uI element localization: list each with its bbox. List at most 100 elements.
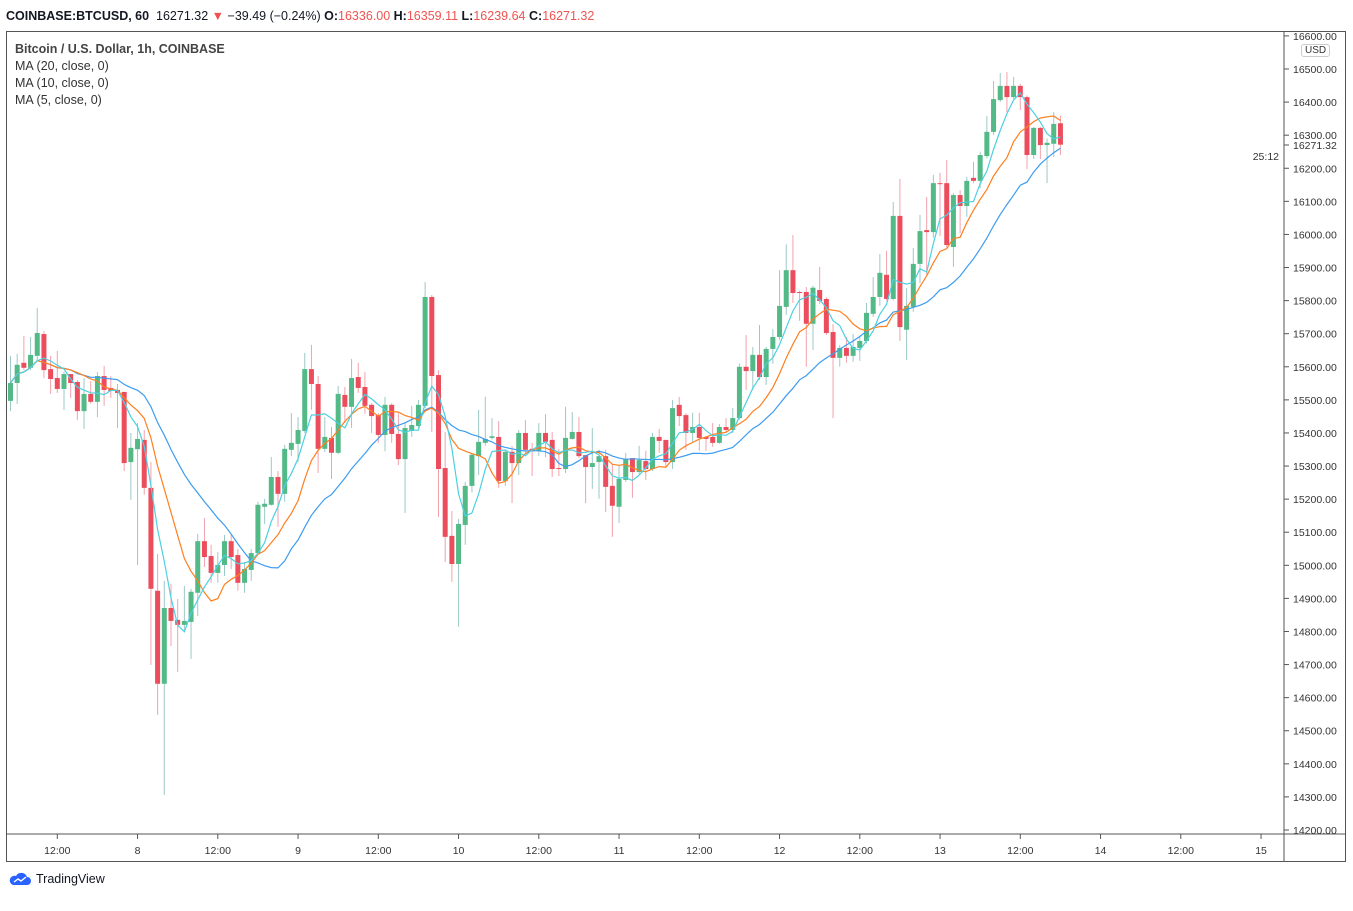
candle[interactable] [596, 449, 602, 499]
candle[interactable] [957, 190, 963, 234]
candle[interactable] [449, 511, 455, 582]
candle[interactable] [736, 363, 742, 420]
candle[interactable] [74, 380, 80, 421]
candle[interactable] [1024, 95, 1030, 169]
candle[interactable] [649, 432, 655, 472]
candle[interactable] [148, 462, 154, 665]
candle[interactable] [917, 214, 923, 284]
candle[interactable] [342, 386, 348, 424]
candle[interactable] [135, 423, 141, 565]
candle[interactable] [21, 336, 27, 371]
candle[interactable] [830, 324, 836, 419]
candle[interactable] [756, 325, 762, 381]
candle[interactable] [469, 452, 475, 493]
candle[interactable] [997, 72, 1003, 103]
candle[interactable] [328, 427, 334, 479]
candle[interactable] [369, 403, 375, 433]
candle[interactable] [235, 549, 241, 591]
candle[interactable] [168, 583, 174, 647]
candle[interactable] [656, 428, 662, 453]
candle[interactable] [636, 445, 642, 474]
candle[interactable] [542, 414, 548, 458]
candle[interactable] [616, 465, 622, 523]
candle[interactable] [703, 436, 709, 451]
symbol-name[interactable]: COINBASE:BTCUSD, 60 [6, 9, 150, 23]
candle[interactable] [175, 599, 181, 672]
ma5-legend[interactable]: MA (5, close, 0) [15, 93, 102, 107]
candle[interactable] [563, 406, 569, 473]
candle[interactable] [529, 442, 535, 476]
candle[interactable] [315, 376, 321, 473]
candle[interactable] [984, 115, 990, 159]
candle[interactable] [34, 307, 40, 361]
candle[interactable] [1044, 138, 1050, 184]
candle[interactable] [228, 534, 234, 569]
candle[interactable] [1017, 83, 1023, 111]
candle[interactable] [422, 282, 428, 409]
candle[interactable] [1004, 71, 1010, 113]
candle[interactable] [322, 417, 328, 453]
candle[interactable] [1031, 126, 1037, 159]
candle[interactable] [496, 421, 502, 488]
candle[interactable] [81, 378, 87, 429]
candle[interactable] [690, 412, 696, 442]
candle[interactable] [763, 346, 769, 385]
candle[interactable] [603, 449, 609, 513]
candle[interactable] [409, 405, 415, 437]
candle[interactable] [797, 290, 803, 321]
candle[interactable] [890, 202, 896, 301]
candle[interactable] [215, 552, 221, 583]
candle[interactable] [522, 420, 528, 453]
candle[interactable] [783, 244, 789, 315]
candle[interactable] [155, 554, 161, 715]
candle[interactable] [54, 350, 60, 393]
candle[interactable] [94, 372, 100, 418]
candle[interactable] [302, 352, 308, 433]
candle[interactable] [295, 417, 301, 463]
candle[interactable] [255, 501, 261, 555]
candle[interactable] [970, 161, 976, 184]
candle[interactable] [629, 458, 635, 498]
candle[interactable] [402, 423, 408, 514]
candle[interactable] [389, 403, 395, 443]
candle[interactable] [569, 412, 575, 440]
candle[interactable] [944, 159, 950, 248]
candle[interactable] [877, 253, 883, 306]
candle[interactable] [242, 561, 248, 593]
tradingview-footer[interactable]: TradingView [8, 872, 105, 886]
candle[interactable] [897, 178, 903, 341]
candle[interactable] [843, 337, 849, 363]
candle[interactable] [181, 585, 187, 632]
candle[interactable] [68, 374, 74, 398]
candle[interactable] [576, 417, 582, 459]
candle[interactable] [201, 517, 207, 567]
time-axis[interactable]: 12:00 8 12:00 9 12:00 10 12:00 11 12:00 12 12:00 13… [44, 834, 1267, 857]
candle[interactable] [670, 399, 676, 470]
candle[interactable] [41, 331, 47, 379]
candle[interactable] [415, 399, 421, 428]
candle[interactable] [28, 337, 34, 371]
candle[interactable] [268, 457, 274, 506]
candle[interactable] [128, 432, 134, 500]
candle[interactable] [121, 391, 127, 472]
candle[interactable] [589, 427, 595, 489]
candle[interactable] [910, 248, 916, 312]
candle[interactable] [750, 346, 756, 390]
candle[interactable] [14, 353, 20, 404]
candle[interactable] [288, 413, 294, 457]
candle[interactable] [556, 448, 562, 476]
candle[interactable] [583, 455, 589, 504]
candle[interactable] [991, 80, 997, 136]
candle[interactable] [141, 429, 147, 495]
candle[interactable] [696, 412, 702, 451]
candle[interactable] [743, 335, 749, 390]
candle[interactable] [282, 444, 288, 502]
candle[interactable] [442, 431, 448, 562]
candle[interactable] [248, 549, 254, 581]
candle[interactable] [790, 235, 796, 303]
candle[interactable] [730, 408, 736, 433]
candle[interactable] [308, 344, 314, 410]
candle[interactable] [482, 396, 488, 446]
candle[interactable] [817, 266, 823, 304]
candle[interactable] [1037, 126, 1043, 159]
